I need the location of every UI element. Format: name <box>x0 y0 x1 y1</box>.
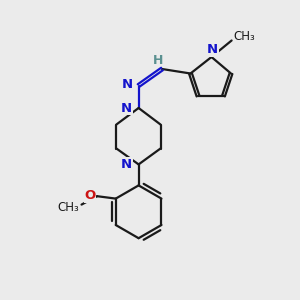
Text: CH₃: CH₃ <box>57 201 79 214</box>
Text: N: N <box>121 101 132 115</box>
Text: N: N <box>121 158 132 171</box>
Text: N: N <box>207 43 218 56</box>
Text: N: N <box>122 78 133 92</box>
Text: CH₃: CH₃ <box>233 30 255 44</box>
Text: O: O <box>84 189 96 202</box>
Text: H: H <box>153 53 164 67</box>
